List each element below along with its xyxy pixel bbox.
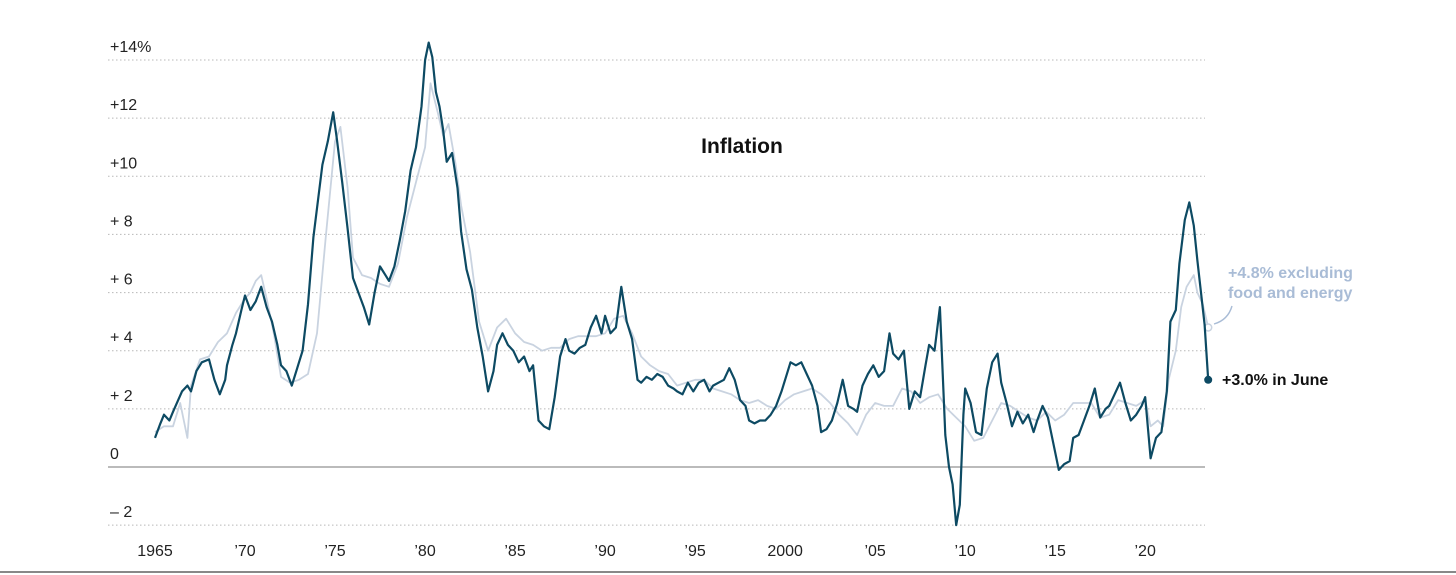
x-tick-label: ’75 — [324, 543, 345, 560]
core-annotation-line2: food and energy — [1228, 285, 1353, 302]
core-annotation-line1: +4.8% excluding — [1228, 265, 1353, 282]
x-tick-label: ’80 — [414, 543, 435, 560]
headline-series-line — [153, 41, 1210, 527]
y-axis-ticks: +14% +12 +10 + 8 + 6 + 4 + 2 0 – 2 — [110, 39, 151, 521]
x-tick-label: 2000 — [767, 543, 803, 560]
x-axis-ticks: 1965 ’70 ’75 ’80 ’85 ’90 ’95 2000 ’05 ’10 ’15 ’20 — [137, 543, 1156, 560]
y-tick-label: +14% — [110, 39, 151, 56]
bottom-rule — [0, 571, 1456, 573]
headline-annotation: +3.0% in June — [1222, 372, 1328, 389]
y-tick-label: – 2 — [110, 504, 132, 521]
x-tick-label: ’95 — [684, 543, 705, 560]
x-tick-label: ’70 — [234, 543, 255, 560]
x-tick-label: ’90 — [594, 543, 615, 560]
x-tick-label: ’05 — [864, 543, 885, 560]
x-tick-label: ’15 — [1044, 543, 1065, 560]
x-tick-label: ’10 — [954, 543, 975, 560]
series-lines — [153, 41, 1213, 527]
y-tick-label: +12 — [110, 97, 137, 114]
core-series-line — [154, 82, 1210, 442]
y-tick-label: + 8 — [110, 213, 133, 230]
y-tick-label: + 2 — [110, 388, 133, 405]
core-annotation-arrow — [1213, 305, 1233, 325]
x-tick-label: ’20 — [1135, 543, 1156, 560]
gridlines — [108, 59, 1205, 526]
x-tick-label: 1965 — [137, 543, 173, 560]
y-tick-label: 0 — [110, 446, 119, 463]
y-tick-label: + 6 — [110, 272, 133, 289]
headline-end-point — [1204, 375, 1213, 384]
y-tick-label: + 4 — [110, 330, 133, 347]
annotations: +4.8% excluding food and energy +3.0% in… — [1213, 265, 1353, 389]
chart-title: Inflation — [701, 135, 783, 158]
y-tick-label: +10 — [110, 155, 137, 172]
x-tick-label: ’85 — [504, 543, 525, 560]
